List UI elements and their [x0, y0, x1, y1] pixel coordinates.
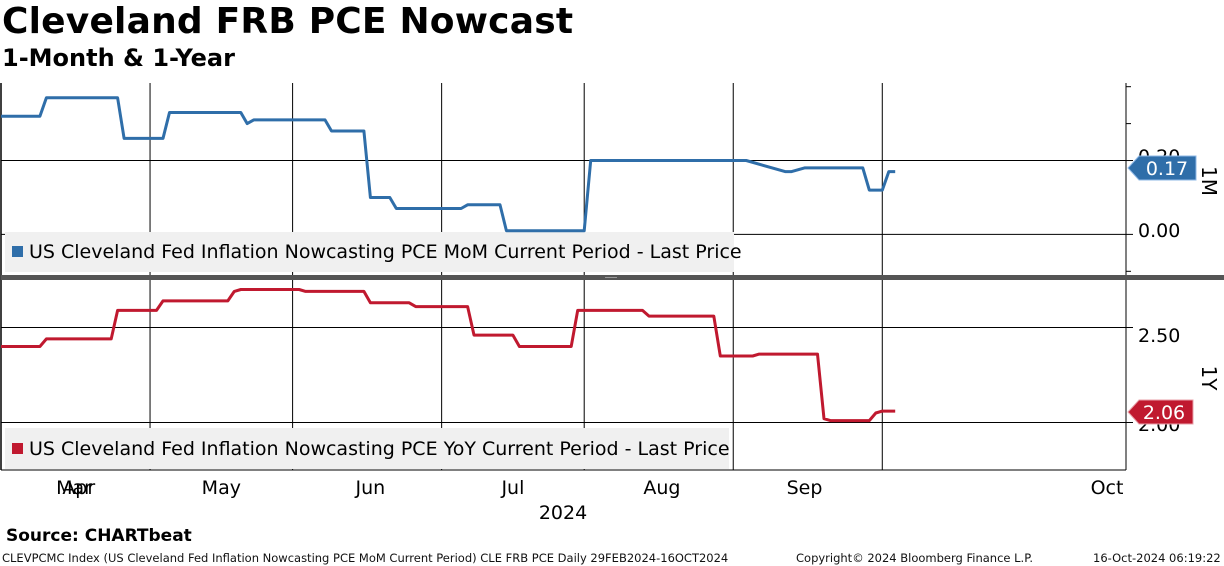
- x-axis-month-label: Jul: [500, 477, 524, 499]
- mom-series-line: [1, 96, 896, 233]
- x-axis-month-label: Jun: [355, 477, 386, 499]
- x-axis-month-label: May: [202, 477, 241, 499]
- yoy-ytick-label: 2.50: [1138, 325, 1180, 347]
- yoy-legend-box: [5, 428, 729, 469]
- chart-subtitle: 1-Month & 1-Year: [2, 44, 235, 72]
- series-lines: [1, 96, 896, 423]
- chart-title: Cleveland FRB PCE Nowcast: [2, 1, 574, 42]
- yoy-series-line: [1, 288, 896, 423]
- mom-legend-box: [5, 232, 734, 272]
- x-axis-month-label: Aug: [643, 477, 680, 499]
- footer-copyright: Copyright© 2024 Bloomberg Finance L.P.: [796, 551, 1033, 565]
- source-note: Source: CHARTbeat: [6, 526, 192, 546]
- panel-label-1y: 1Y: [1197, 366, 1221, 392]
- yoy-legend-swatch: [12, 443, 23, 454]
- axis-ticks: [1126, 86, 1133, 423]
- x-axis-month-label: Mar: [56, 477, 92, 499]
- x-axis-month-label: Sep: [787, 477, 823, 499]
- panel-label-1m: 1M: [1197, 166, 1221, 196]
- x-axis-month-label: Apr: [62, 477, 95, 499]
- mom-legend-swatch: [12, 246, 23, 257]
- yoy-last-value-tag: 2.06: [1127, 399, 1194, 425]
- x-axis-year-label: 2024: [539, 502, 587, 524]
- mom-last-value-tag: 0.17: [1127, 155, 1197, 181]
- footer-timestamp: 16-Oct-2024 06:19:22: [1093, 551, 1221, 565]
- yoy-last-value: 2.06: [1143, 402, 1185, 424]
- mom-last-value: 0.17: [1146, 158, 1188, 180]
- footer-index-info: CLEVPCMC Index (US Cleveland Fed Inflati…: [2, 551, 729, 565]
- yoy-legend-label: US Cleveland Fed Inflation Nowcasting PC…: [29, 438, 730, 460]
- x-axis-month-label: Oct: [1091, 477, 1124, 499]
- mom-ytick-label: 0.00: [1138, 220, 1180, 242]
- mom-legend-label: US Cleveland Fed Inflation Nowcasting PC…: [29, 241, 742, 263]
